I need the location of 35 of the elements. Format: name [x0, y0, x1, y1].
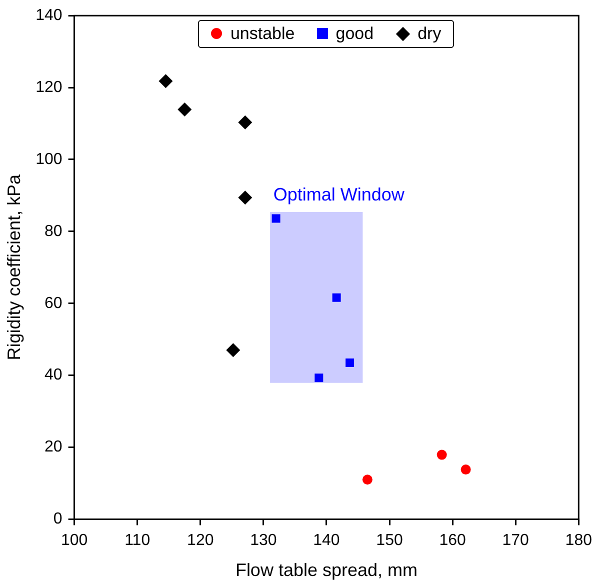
- point: [436, 450, 447, 460]
- x-tick-label: 150: [376, 532, 403, 550]
- point: [332, 293, 341, 302]
- point: [226, 343, 240, 358]
- legend-label: dry: [418, 24, 442, 44]
- y-tick-label: 140: [36, 7, 62, 24]
- y-tick-label: 40: [44, 366, 62, 384]
- x-tick-label: 100: [60, 532, 88, 550]
- y-tick-label: 100: [36, 150, 62, 168]
- point: [178, 102, 192, 116]
- y-axis-title: Rigidity coefficient, kPa: [4, 174, 24, 360]
- x-tick-label: 140: [313, 532, 340, 550]
- point: [314, 374, 324, 382]
- x-tick-label: 180: [565, 532, 592, 550]
- point: [238, 115, 252, 130]
- annotation: Optimal Window: [273, 184, 406, 204]
- x-axis-title: Flow table spread, mm: [235, 560, 418, 580]
- point: [346, 358, 354, 367]
- legend-label: unstable: [230, 24, 295, 44]
- point: [460, 464, 471, 475]
- y-tick-label: 80: [44, 222, 62, 240]
- point: [238, 190, 252, 205]
- x-tick-label: 120: [187, 532, 214, 550]
- x-tick-label: 130: [250, 532, 277, 550]
- y-tick-label: 120: [36, 78, 62, 96]
- y-tick-label: 0: [53, 510, 62, 528]
- legend-label: good: [336, 24, 374, 44]
- y-tick-label: 60: [44, 294, 62, 312]
- x-tick-label: 170: [502, 532, 530, 550]
- y-tick-label: 20: [44, 438, 62, 456]
- point: [362, 474, 372, 485]
- x-tick-label: 110: [124, 532, 150, 550]
- point: [272, 214, 280, 223]
- point: [158, 74, 173, 88]
- x-tick-label: 160: [439, 532, 466, 550]
